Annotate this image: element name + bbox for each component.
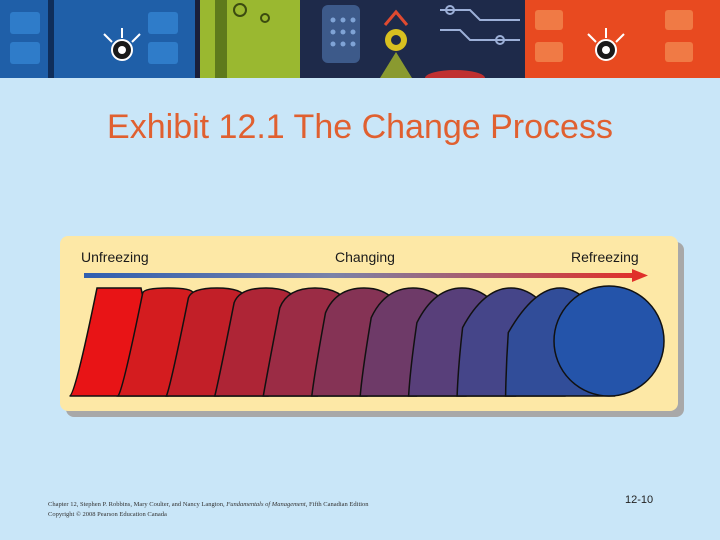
page-number: 12-10: [625, 494, 654, 506]
slide-title: Exhibit 12.1 The Change Process: [107, 108, 613, 146]
citation-line: Chapter 12, Stephen P. Robbins, Mary Cou…: [48, 500, 369, 510]
stage-label-unfreezing: Unfreezing: [81, 249, 149, 265]
stage-label-changing: Changing: [335, 249, 395, 265]
change-process-diagram: Unfreezing Changing Refreezing: [60, 236, 678, 411]
transition-shape-11: [553, 285, 665, 397]
citation-book-title: Fundamentals of Management: [226, 501, 306, 508]
copyright-line: Copyright © 2008 Pearson Education Canad…: [48, 511, 167, 518]
change-process-graphic: [68, 269, 665, 397]
progress-arrow-head: [632, 269, 648, 282]
stage-label-refreezing: Refreezing: [571, 249, 639, 265]
citation-prefix: Chapter 12, Stephen P. Robbins, Mary Cou…: [48, 501, 227, 508]
citation-suffix: , Fifth Canadian Edition: [305, 501, 369, 508]
header-banner: [0, 0, 720, 78]
footer-citation: Chapter 12, Stephen P. Robbins, Mary Cou…: [48, 500, 369, 520]
transition-shapes: [68, 285, 665, 397]
progress-arrow-shaft: [84, 273, 636, 278]
